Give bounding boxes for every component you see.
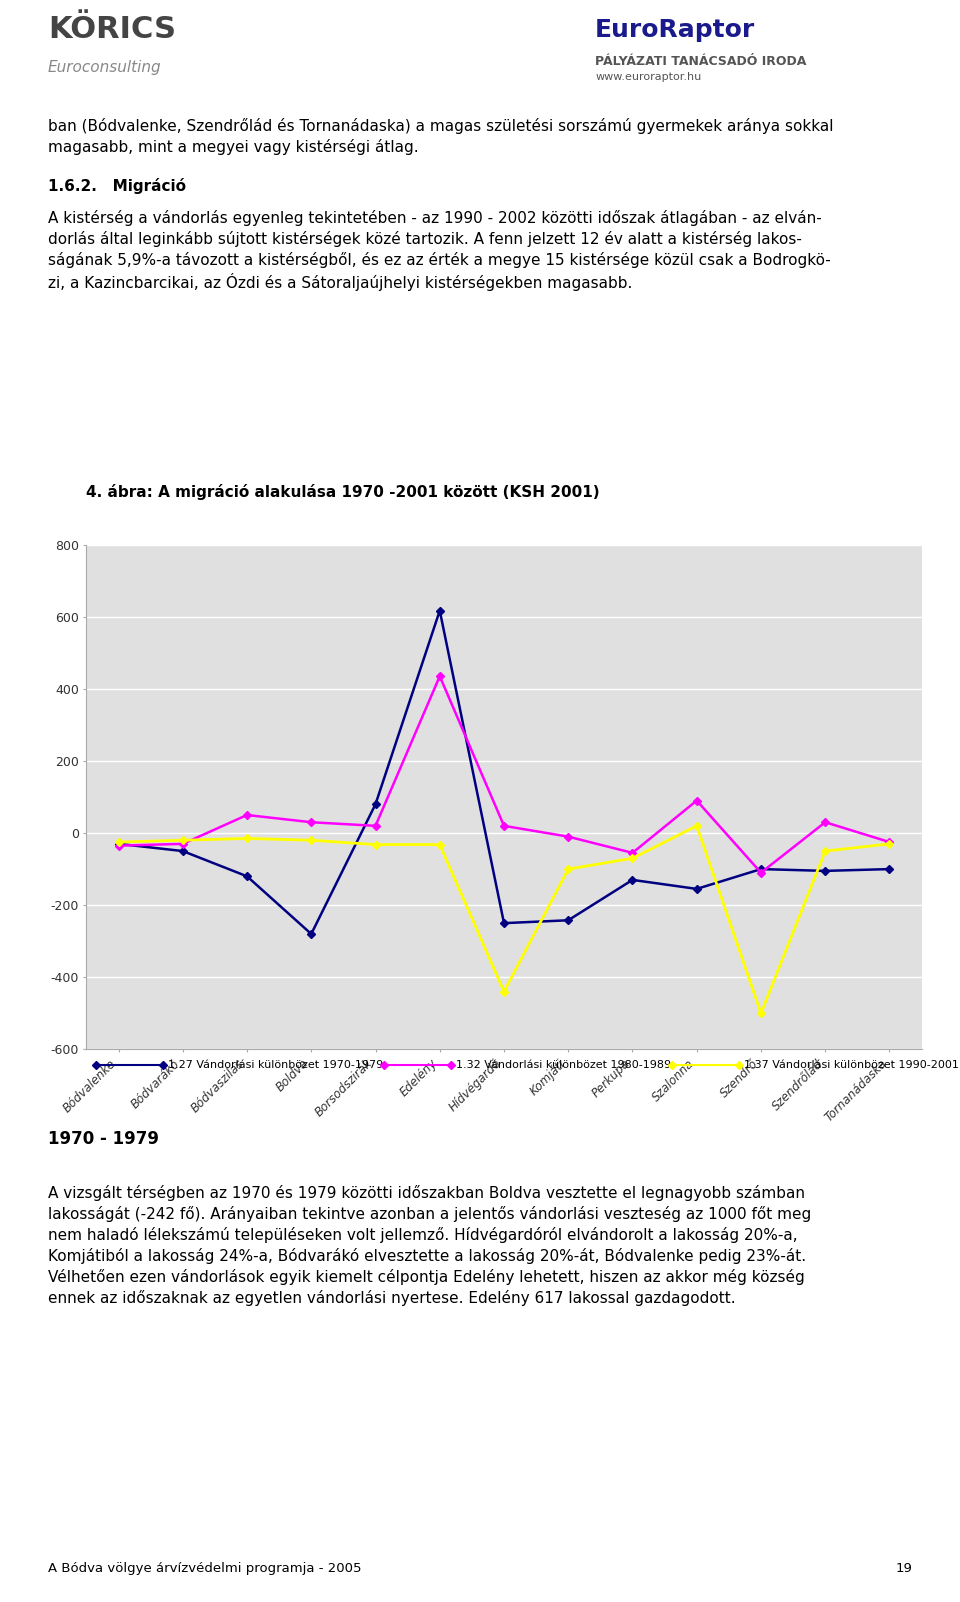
Text: 1.32 Vándorlási különbözet 1980-1989: 1.32 Vándorlási különbözet 1980-1989 <box>456 1061 671 1070</box>
Text: nem haladó lélekszámú településeken volt jellemző. Hídvégardóról elvándorolt a l: nem haladó lélekszámú településeken volt… <box>48 1227 798 1243</box>
Text: 1.37 Vándorlási különbözet 1990-2001: 1.37 Vándorlási különbözet 1990-2001 <box>744 1061 959 1070</box>
Text: A kistérség a vándorlás egyenleg tekintetében - az 1990 - 2002 közötti időszak á: A kistérség a vándorlás egyenleg tekinte… <box>48 210 822 226</box>
Text: 1970 - 1979: 1970 - 1979 <box>48 1129 159 1149</box>
Text: Vélhetően ezen vándorlások egyik kiemelt célpontja Edelény lehetett, hiszen az a: Vélhetően ezen vándorlások egyik kiemelt… <box>48 1269 804 1285</box>
Text: EuroRaptor: EuroRaptor <box>595 18 756 42</box>
Text: Komjátiból a lakosság 24%-a, Bódvarákó elvesztette a lakosság 20%-át, Bódvalenke: Komjátiból a lakosság 24%-a, Bódvarákó e… <box>48 1248 806 1264</box>
Text: zi, a Kazincbarcikai, az Ózdi és a Sátoraljaújhelyi kistérségekben magasabb.: zi, a Kazincbarcikai, az Ózdi és a Sátor… <box>48 272 633 292</box>
Text: dorlás által leginkább sújtott kistérségek közé tartozik. A fenn jelzett 12 év a: dorlás által leginkább sújtott kistérség… <box>48 231 802 247</box>
Text: 19: 19 <box>895 1562 912 1575</box>
Text: magasabb, mint a megyei vagy kistérségi átlag.: magasabb, mint a megyei vagy kistérségi … <box>48 139 419 155</box>
Text: A vizsgált térségben az 1970 és 1979 közötti időszakban Boldva vesztette el legn: A vizsgált térségben az 1970 és 1979 köz… <box>48 1185 805 1202</box>
Text: ságának 5,9%-a távozott a kistérségből, és ez az érték a megye 15 kistérsége köz: ságának 5,9%-a távozott a kistérségből, … <box>48 252 830 268</box>
Text: A Bódva völgye árvízvédelmi programja - 2005: A Bódva völgye árvízvédelmi programja - … <box>48 1562 362 1575</box>
Text: 1.27 Vándorlási különbözet 1970-1979: 1.27 Vándorlási különbözet 1970-1979 <box>168 1061 383 1070</box>
Text: KÖRICS: KÖRICS <box>48 14 176 43</box>
Text: Euroconsulting: Euroconsulting <box>48 59 161 75</box>
Text: 4. ábra: A migráció alakulása 1970 -2001 között (KSH 2001): 4. ábra: A migráció alakulása 1970 -2001… <box>86 484 600 500</box>
Text: 1.6.2.   Migráció: 1.6.2. Migráció <box>48 178 186 194</box>
Text: PÁLYÁZATI TANÁCSADÓ IRODA: PÁLYÁZATI TANÁCSADÓ IRODA <box>595 54 806 67</box>
Text: ennek az időszaknak az egyetlen vándorlási nyertese. Edelény 617 lakossal gazdag: ennek az időszaknak az egyetlen vándorlá… <box>48 1290 735 1306</box>
Text: www.euroraptor.hu: www.euroraptor.hu <box>595 72 702 82</box>
Text: lakosságát (-242 fő). Arányaiban tekintve azonban a jelentős vándorlási vesztesé: lakosságát (-242 fő). Arányaiban tekintv… <box>48 1206 811 1222</box>
Text: ban (Bódvalenke, Szendrőlád és Tornanádaska) a magas születési sorszámú gyermeke: ban (Bódvalenke, Szendrőlád és Tornanáda… <box>48 119 833 135</box>
